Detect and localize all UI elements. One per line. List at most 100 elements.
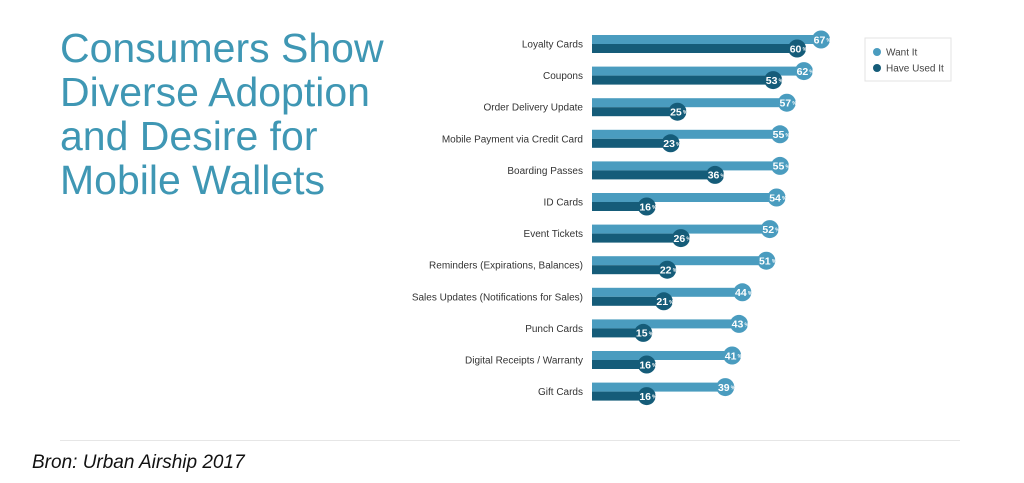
legend-box [864, 37, 952, 82]
want-bubble [770, 156, 789, 175]
want-bar [592, 319, 739, 329]
used-bar [592, 170, 716, 180]
want-value-label: 55 [773, 161, 785, 173]
used-bar [592, 233, 681, 243]
legend-swatch-used [873, 64, 881, 72]
want-percent-sign: % [775, 228, 780, 234]
used-value-label: 23 [663, 138, 675, 150]
used-bubble [637, 387, 656, 406]
want-bubble [733, 283, 752, 302]
want-percent-sign: % [785, 164, 790, 170]
used-percent-sign: % [683, 110, 688, 116]
chart-title: Consumers Show Diverse Adoption and Desi… [60, 25, 384, 203]
want-bubble [777, 93, 796, 112]
want-percent-sign: % [772, 259, 777, 265]
want-bubble [757, 251, 776, 270]
want-value-label: 41 [725, 350, 737, 362]
want-bubble [729, 314, 748, 333]
used-percent-sign: % [676, 142, 681, 148]
used-value-label: 53 [766, 75, 778, 87]
want-percent-sign: % [738, 354, 743, 360]
used-percent-sign: % [673, 268, 678, 274]
category-label: Order Delivery Update [484, 103, 584, 114]
legend-swatch-want [873, 48, 881, 56]
want-bubble [723, 346, 742, 365]
used-bubble [788, 39, 807, 58]
want-value-label: 43 [732, 319, 744, 331]
used-bar [592, 202, 647, 211]
used-bubble [654, 292, 673, 311]
want-percent-sign: % [809, 70, 814, 76]
used-bubble [637, 197, 656, 216]
used-percent-sign: % [649, 331, 654, 337]
want-percent-sign: % [792, 101, 797, 107]
want-percent-sign: % [782, 196, 787, 202]
category-label: Coupons [543, 71, 583, 82]
legend-label-want: Want It [886, 48, 918, 59]
want-percent-sign: % [744, 322, 749, 328]
want-bar [592, 35, 821, 44]
want-value-label: 39 [718, 382, 730, 394]
used-bar [592, 75, 774, 85]
want-bar [592, 351, 733, 360]
want-bubble [716, 378, 735, 397]
want-bubble [794, 62, 813, 81]
want-value-label: 57 [779, 98, 791, 110]
want-value-label: 44 [735, 287, 747, 299]
category-label: Loyalty Cards [522, 40, 583, 51]
used-percent-sign: % [803, 47, 808, 53]
want-value-label: 51 [759, 256, 771, 268]
used-percent-sign: % [669, 300, 674, 306]
used-value-label: 16 [639, 359, 651, 371]
want-value-label: 52 [762, 224, 774, 236]
used-percent-sign: % [779, 79, 784, 85]
used-bubble [658, 260, 677, 279]
used-bubble [634, 323, 653, 342]
used-bubble [764, 71, 783, 90]
want-bar [592, 129, 780, 139]
category-label: ID Cards [544, 198, 583, 209]
used-value-label: 15 [636, 328, 648, 340]
want-percent-sign: % [731, 386, 736, 392]
used-bubble [661, 134, 680, 153]
want-bar [592, 161, 780, 171]
category-label: Reminders (Expirations, Balances) [429, 261, 583, 272]
used-percent-sign: % [721, 173, 726, 179]
used-bar [592, 265, 668, 275]
want-bar [592, 287, 743, 297]
category-label: Boarding Passes [507, 166, 583, 177]
want-bubble [767, 188, 786, 207]
want-value-label: 62 [797, 66, 809, 78]
used-percent-sign: % [652, 363, 657, 369]
used-bubble [668, 102, 687, 121]
used-bar [592, 138, 671, 148]
want-bar [592, 66, 804, 76]
category-label: Mobile Payment via Credit Card [442, 134, 583, 145]
want-bar [592, 256, 767, 266]
want-bar [592, 382, 726, 392]
category-label: Gift Cards [538, 387, 583, 398]
category-label: Sales Updates (Notifications for Sales) [412, 292, 583, 303]
category-label: Digital Receipts / Warranty [465, 356, 583, 367]
want-bar [592, 193, 777, 202]
category-label: Punch Cards [525, 324, 583, 335]
used-value-label: 16 [639, 391, 651, 403]
used-value-label: 22 [660, 265, 672, 277]
want-value-label: 54 [769, 192, 781, 204]
want-value-label: 55 [773, 129, 785, 141]
want-percent-sign: % [748, 291, 753, 297]
used-bar [592, 391, 647, 401]
used-bubble [671, 229, 690, 248]
want-bubble [812, 30, 830, 49]
category-label: Event Tickets [524, 229, 583, 240]
used-bar [592, 44, 798, 53]
used-bubble [706, 165, 725, 184]
used-bar [592, 107, 678, 117]
want-percent-sign: % [785, 133, 790, 139]
source-note: Bron: Urban Airship 2017 [32, 452, 245, 473]
used-value-label: 25 [670, 107, 682, 119]
bar-chart: Loyalty Cards 67 %60 %Coupons 62 %53 %Order De… [412, 30, 952, 406]
want-bar [592, 98, 787, 108]
want-percent-sign: % [827, 38, 832, 44]
want-bubble [760, 220, 779, 239]
